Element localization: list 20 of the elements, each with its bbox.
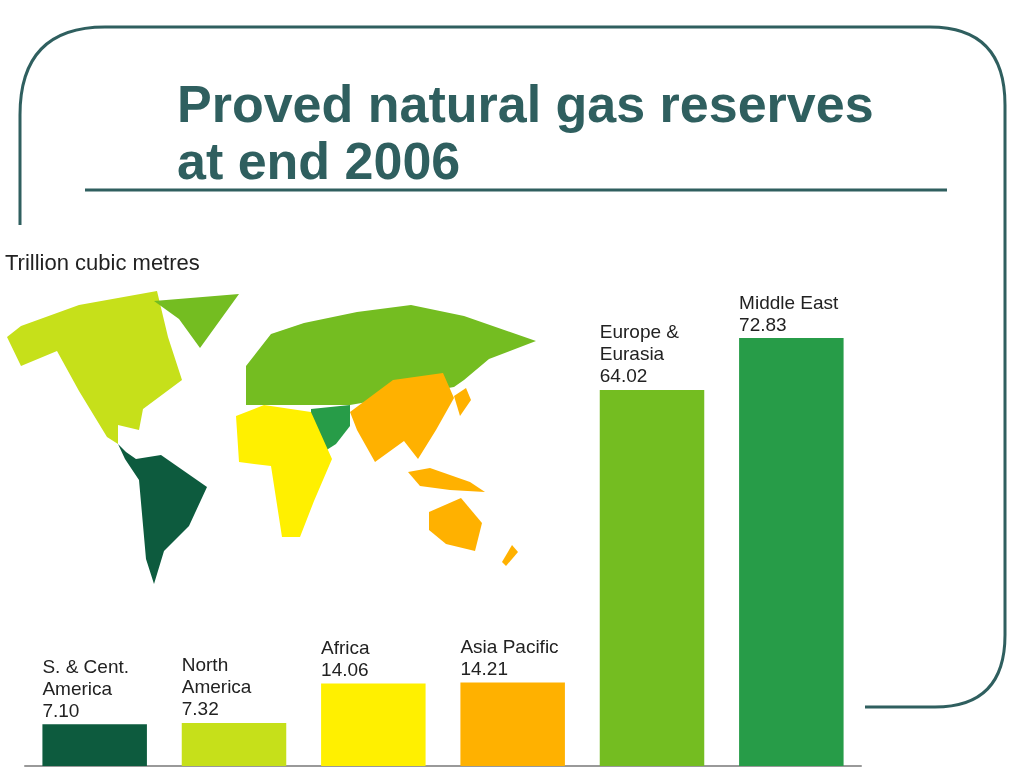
chart-subtitle: Trillion cubic metres	[5, 249, 200, 275]
x-tick-label: Africa	[321, 636, 371, 658]
bar	[460, 682, 565, 766]
bar	[181, 723, 287, 766]
data-label: 7.32	[181, 698, 219, 720]
x-tick-label: Middle East	[739, 291, 840, 313]
data-label: 14.21	[460, 658, 508, 680]
data-label: 64.02	[599, 365, 648, 387]
bar	[599, 389, 705, 766]
bar	[321, 683, 426, 766]
bar	[739, 338, 844, 766]
x-tick-label: Europe & Eurasia	[599, 321, 680, 365]
data-label: 14.06	[321, 658, 369, 680]
x-tick-label: Asia Pacific	[460, 636, 559, 658]
data-label: 72.83	[739, 313, 787, 335]
bar	[42, 724, 147, 766]
chart-title: Proved natural gas reserves at end 2006	[177, 74, 889, 190]
data-label: 7.10	[42, 699, 80, 721]
x-tick-label: S. & Cent. America	[42, 655, 130, 699]
x-tick-label: North America	[181, 654, 252, 698]
